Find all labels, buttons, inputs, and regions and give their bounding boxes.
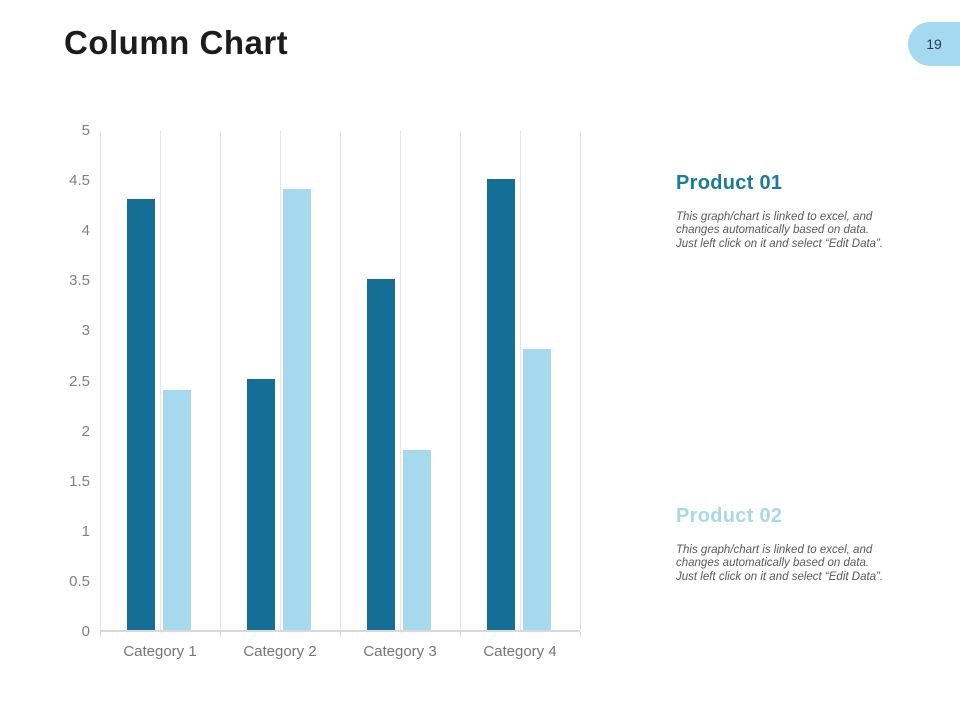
vertical-gridline [220,131,221,630]
product-01-body-line: changes automatically based on data. [676,224,870,237]
column-chart[interactable]: 5 4.5 4 3.5 3 2.5 2 1.5 1 0.5 0 Category 1 Category… [0,90,640,680]
y-axis-tick-label: 3.5 [69,272,90,290]
axis-tick [100,632,101,637]
y-axis-tick-label: 0 [81,623,90,640]
slide-title: Column Chart [64,24,289,61]
y-axis-tick-label: 5 [81,122,90,139]
product-02-body-line: changes automatically based on data. [676,557,870,570]
vertical-gridline [520,131,521,630]
product-02-body-line: This graph/chart is linked to excel, and [676,544,873,556]
axis-tick [220,632,221,637]
bar-product-01 [367,279,395,630]
bar-product-02 [163,390,191,630]
product-02-heading: Product 02 [676,505,783,527]
vertical-gridline [460,131,461,630]
axis-tick [460,632,461,637]
axis-tick [580,632,581,637]
y-axis-tick-label: 1 [81,522,90,540]
y-axis-tick-label: 4 [81,222,90,240]
vertical-gridline [580,131,581,630]
y-axis-tick-label: 2 [81,422,90,440]
vertical-gridline [400,131,401,630]
product-02-body-line: Just left click on it and select “Edit D… [676,570,884,583]
product-01-body-line: Just left click on it and select “Edit D… [676,237,884,250]
bar-product-01 [127,199,155,630]
vertical-gridline [340,131,341,630]
y-axis-tick-label: 0.5 [69,572,90,590]
product-01-body-line: This graph/chart is linked to excel, and [676,211,873,223]
product-01-annotation: Product 01 This graph/chart is linked to… [676,172,906,251]
y-axis-tick-label: 3 [81,322,90,340]
page-number-badge: 19 [908,22,960,66]
axis-tick [340,632,341,637]
x-axis-category-label: Category 1 [123,643,197,660]
vertical-gridline [100,131,101,630]
bar-product-02 [283,189,311,630]
product-01-heading: Product 01 [676,172,783,194]
vertical-gridline [280,131,281,630]
bar-product-01 [487,179,515,630]
x-axis-category-label: Category 4 [483,643,557,660]
vertical-gridline [160,131,161,630]
y-axis-tick-label: 4.5 [69,172,90,190]
y-axis-tick-label: 2.5 [69,372,90,390]
product-02-annotation: Product 02 This graph/chart is linked to… [676,505,906,584]
plot-area [100,131,581,637]
page-number: 19 [926,36,942,52]
y-axis-tick-label: 1.5 [69,472,90,490]
x-axis-category-label: Category 3 [363,643,437,660]
x-axis-category-label: Category 2 [243,643,317,660]
bar-product-02 [403,450,431,630]
bar-product-01 [247,379,275,630]
bar-product-02 [523,349,551,630]
